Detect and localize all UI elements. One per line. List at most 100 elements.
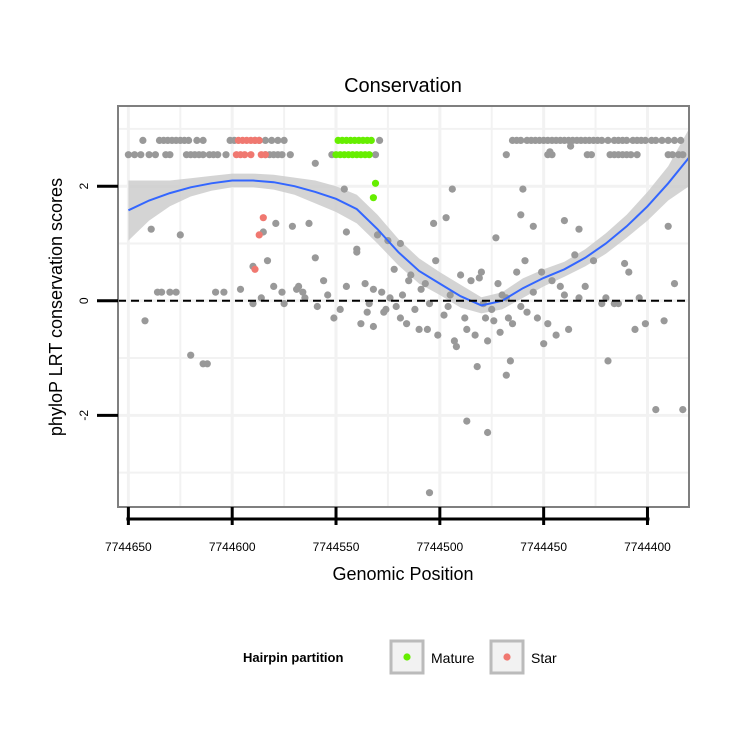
y-axis: -2 0 2 xyxy=(77,183,118,421)
data-point-other xyxy=(299,288,307,296)
data-point-other xyxy=(450,337,458,345)
data-point-other xyxy=(311,159,319,167)
data-point-other xyxy=(320,277,328,285)
legend-label-mature: Mature xyxy=(431,650,475,666)
data-point-other xyxy=(330,314,338,322)
x-tick-label: 7744600 xyxy=(209,540,256,554)
data-point-other xyxy=(313,302,321,311)
data-point-other xyxy=(139,136,147,144)
data-point-other xyxy=(556,282,564,290)
data-point-other xyxy=(137,151,145,159)
data-point-mature xyxy=(369,194,377,202)
data-point-other xyxy=(353,248,361,256)
data-point-other xyxy=(540,340,548,348)
data-point-other xyxy=(365,300,373,308)
data-point-other xyxy=(546,148,554,156)
data-point-other xyxy=(517,136,525,144)
data-point-other xyxy=(502,371,510,379)
x-tick-label: 7744400 xyxy=(624,540,671,554)
data-point-other xyxy=(452,343,460,351)
data-point-other xyxy=(604,136,612,144)
data-point-other xyxy=(373,231,382,239)
x-tick-label: 7744550 xyxy=(313,540,360,554)
data-point-other xyxy=(544,320,552,328)
panel-border xyxy=(117,105,690,508)
data-point-other xyxy=(664,136,672,144)
data-point-other xyxy=(261,136,269,144)
data-point-other xyxy=(494,280,502,288)
data-point-other xyxy=(425,489,434,497)
y-tick-label: 0 xyxy=(77,297,91,304)
data-point-other xyxy=(538,268,546,276)
data-point-other xyxy=(641,320,650,328)
data-point-star xyxy=(241,151,249,159)
chart-title: Conservation xyxy=(344,75,462,97)
data-point-other xyxy=(403,320,411,328)
data-point-other xyxy=(668,151,677,159)
data-point-other xyxy=(371,151,380,159)
data-point-other xyxy=(471,331,479,339)
data-point-other xyxy=(631,325,639,333)
data-point-other xyxy=(278,151,286,159)
data-point-other xyxy=(151,151,159,159)
data-point-other xyxy=(664,222,672,230)
data-point-other xyxy=(423,325,431,333)
data-point-other xyxy=(635,294,643,302)
legend-title: Hairpin partition xyxy=(243,650,343,665)
data-point-other xyxy=(670,136,679,144)
data-point-other xyxy=(529,288,537,296)
data-point-other xyxy=(679,151,687,159)
data-point-other xyxy=(627,151,635,159)
data-point-other xyxy=(396,239,404,248)
data-point-other xyxy=(378,288,386,296)
data-point-other xyxy=(147,225,155,233)
data-point-other xyxy=(652,406,660,414)
data-point-other xyxy=(249,300,257,308)
data-point-other xyxy=(598,300,606,308)
data-point-other xyxy=(463,325,471,333)
data-point-other xyxy=(270,282,278,290)
data-point-other xyxy=(295,282,303,290)
data-point-other xyxy=(382,305,390,313)
data-point-other xyxy=(274,136,282,144)
legend-label-star: Star xyxy=(531,650,557,666)
data-point-other xyxy=(166,151,174,159)
data-point-other xyxy=(212,288,220,296)
data-point-other xyxy=(411,305,419,313)
data-point-other xyxy=(625,268,633,276)
data-point-other xyxy=(513,268,521,276)
data-point-other xyxy=(461,314,469,322)
data-point-other xyxy=(361,280,369,288)
data-point-other xyxy=(496,328,504,336)
data-point-other xyxy=(305,219,313,227)
data-point-other xyxy=(214,151,222,159)
data-point-other xyxy=(124,151,132,159)
data-point-other xyxy=(236,285,245,293)
data-point-other xyxy=(158,288,166,296)
data-point-other xyxy=(172,288,180,296)
data-point-other xyxy=(519,185,527,193)
x-tick-label: 7744500 xyxy=(416,540,463,554)
data-point-other xyxy=(571,251,579,259)
data-point-mature xyxy=(365,151,373,159)
data-point-other xyxy=(475,274,483,282)
data-point-star xyxy=(247,151,255,159)
data-point-other xyxy=(278,288,286,296)
data-point-other xyxy=(301,294,309,302)
x-tick-label: 7744650 xyxy=(105,540,152,554)
data-point-other xyxy=(660,317,668,325)
data-point-other xyxy=(268,136,276,144)
data-point-other xyxy=(376,136,384,144)
data-point-other xyxy=(448,185,456,193)
data-point-other xyxy=(473,363,481,371)
data-point-star xyxy=(259,214,267,222)
data-point-other xyxy=(623,136,631,144)
data-point-other xyxy=(589,257,598,265)
data-point-other xyxy=(369,285,377,293)
data-point-other xyxy=(390,265,398,273)
data-point-other xyxy=(575,294,583,302)
y-axis-title: phyloP LRT conservation scores xyxy=(46,178,66,436)
data-point-other xyxy=(272,219,280,227)
data-point-other xyxy=(463,417,471,425)
data-point-other xyxy=(440,311,448,319)
